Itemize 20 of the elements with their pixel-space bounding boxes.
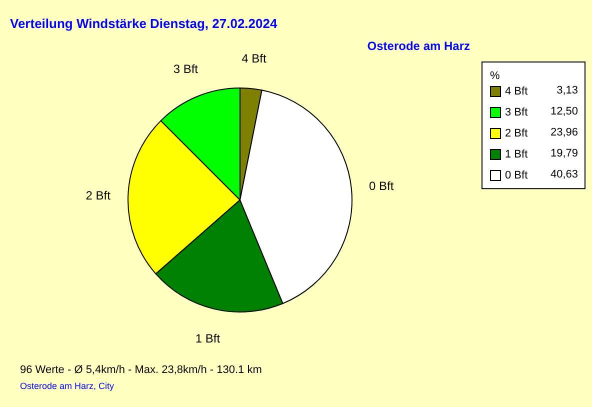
chart-title: Verteilung Windstärke Dienstag, 27.02.2024 <box>10 16 278 31</box>
legend-label: 4 Bft <box>505 86 528 98</box>
data-label: 19,79 <box>550 148 578 160</box>
legend-title: % <box>490 70 500 82</box>
slice-label: 1 Bft <box>195 331 221 346</box>
slice-label: 4 Bft <box>242 52 267 66</box>
legend-label: 3 Bft <box>505 106 528 118</box>
legend-label: 0 Bft <box>505 170 528 182</box>
slice-label: 0 Bft <box>368 179 394 194</box>
data-label: 3,13 <box>556 84 578 97</box>
data-label: 23,96 <box>550 126 578 139</box>
data-label: 40,63 <box>550 168 578 181</box>
slice-label: 3 Bft <box>173 62 199 76</box>
text: Osterode am Harz, City <box>20 381 115 391</box>
chart-subtitle: Osterode am Harz <box>367 39 470 53</box>
slice-label: 2 Bft <box>86 188 112 202</box>
legend-label: 1 Bft <box>505 148 528 160</box>
text: 96 Werte - Ø 5,4km/h - Max. 23,8km/h - 130.1 km <box>20 364 262 376</box>
data-label: 12,50 <box>550 106 578 118</box>
legend-label: 2 Bft <box>505 128 528 140</box>
